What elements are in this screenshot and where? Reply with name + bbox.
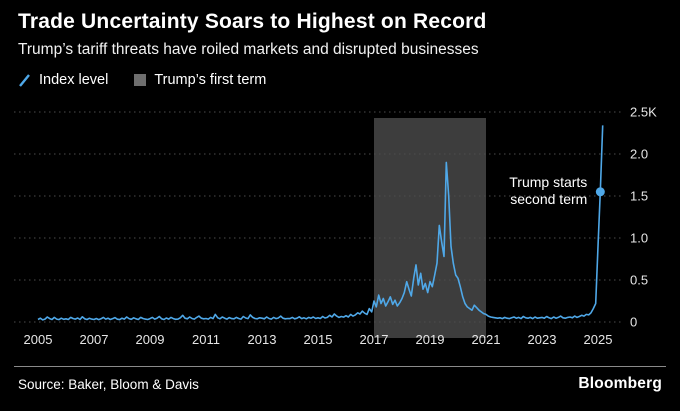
annotation-text-line2: second term <box>510 191 587 207</box>
x-axis-label: 2025 <box>584 332 613 347</box>
line-swatch-icon <box>19 73 30 87</box>
legend-item-first-term: Trump’s first term <box>134 72 266 88</box>
x-axis-label: 2021 <box>472 332 501 347</box>
band-swatch-icon <box>134 74 147 86</box>
chart: 0 0.5 1.0 1.5 2.0 2.5K 2005 2007 2009 2011 2013 201… <box>14 105 657 347</box>
x-axis-label: 2015 <box>304 332 333 347</box>
annotation-marker <box>595 187 605 197</box>
x-axis-label: 2019 <box>416 332 445 347</box>
x-axis-label: 2017 <box>360 332 389 347</box>
x-axis-label: 2009 <box>136 332 165 347</box>
index-line <box>37 125 604 321</box>
y-axis-label: 1.5 <box>630 189 648 204</box>
y-axis-label: 2.5K <box>630 105 657 120</box>
annotation-text-line1: Trump starts <box>509 174 587 190</box>
x-axis-label: 2023 <box>528 332 557 347</box>
first-term-band <box>374 118 486 338</box>
chart-subtitle: Trump’s tariff threats have roiled marke… <box>18 41 479 58</box>
legend-label-index-level: Index level <box>39 72 109 88</box>
y-axis-label: 0 <box>630 315 637 330</box>
legend-label-first-term: Trump’s first term <box>154 72 267 88</box>
x-axis-label: 2013 <box>248 332 277 347</box>
x-axis-label: 2011 <box>192 332 220 347</box>
y-axis-label: 2.0 <box>630 147 648 162</box>
legend: Index level Trump’s first term <box>18 72 266 88</box>
x-axis-label: 2005 <box>24 332 53 347</box>
source-text: Source: Baker, Bloom & Davis <box>18 377 199 392</box>
y-axis-label: 0.5 <box>630 273 648 288</box>
x-axis-label: 2007 <box>80 332 109 347</box>
bloomberg-logo: Bloomberg <box>578 375 662 392</box>
footer-divider <box>14 366 666 367</box>
legend-item-index-level: Index level <box>18 72 108 88</box>
y-axis-label: 1.0 <box>630 231 648 246</box>
chart-title: Trade Uncertainty Soars to Highest on Re… <box>18 10 487 33</box>
